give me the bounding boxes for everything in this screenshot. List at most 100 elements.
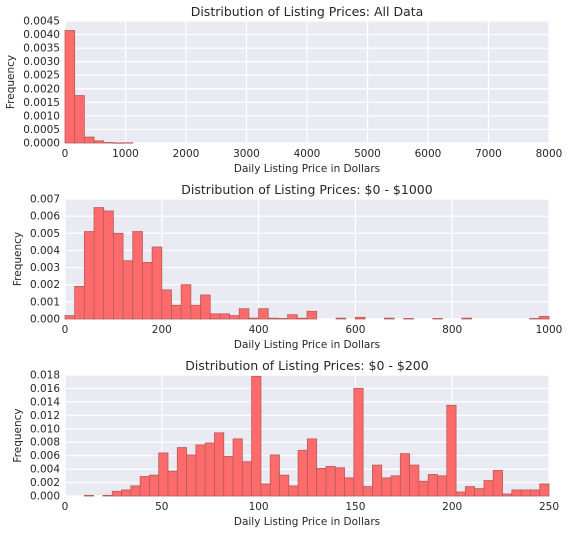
- histogram-bar: [103, 142, 114, 144]
- histogram-bar: [241, 461, 253, 497]
- histogram-bar: [344, 477, 355, 497]
- y-tick-label: 0.0015: [23, 97, 60, 109]
- histogram-bar: [297, 449, 308, 497]
- x-tick-label: 200: [442, 501, 462, 513]
- histogram-bar: [171, 304, 182, 320]
- y-tick-label: 0.007: [30, 194, 60, 206]
- histogram-bar: [316, 468, 327, 497]
- histogram-bar: [121, 489, 132, 497]
- x-tick-label: 6000: [415, 148, 442, 160]
- histogram-bar: [483, 480, 494, 497]
- histogram-bar: [167, 470, 178, 497]
- histogram-bar: [334, 467, 345, 497]
- x-tick-label: 1000: [536, 324, 563, 336]
- y-tick-label: 0.0030: [23, 56, 60, 68]
- histogram-bar: [288, 485, 299, 497]
- y-tick-label: 0.008: [30, 437, 60, 449]
- histogram-bar: [461, 317, 472, 320]
- chart-title: Distribution of Listing Prices: $0 - $20…: [185, 358, 428, 373]
- histogram-bar: [418, 480, 429, 497]
- histogram-bar: [93, 140, 105, 144]
- histogram-bar: [248, 317, 259, 320]
- histogram-bar: [502, 493, 513, 497]
- y-tick-label: 0.004: [30, 464, 60, 476]
- chart-panel-2: 0 200 400 600 800 1000 0.000 0.001 0.002 0.003 0.0…: [12, 182, 562, 351]
- histogram-bar: [362, 486, 373, 497]
- histogram-bar: [446, 404, 457, 497]
- x-axis-label: Daily Listing Price in Dollars: [234, 516, 380, 528]
- histogram-bar: [64, 30, 76, 144]
- x-tick-label: 5000: [354, 148, 381, 160]
- histogram-bar: [64, 315, 76, 320]
- histogram-bar: [251, 375, 262, 497]
- y-tick-label: 0.0000: [23, 138, 60, 150]
- chart-title: Distribution of Listing Prices: $0 - $10…: [181, 182, 432, 197]
- y-tick-label: 0.004: [30, 245, 60, 257]
- x-tick-label: 8000: [536, 148, 563, 160]
- histogram-bar: [353, 388, 364, 497]
- histogram-bar: [530, 489, 541, 497]
- histogram-bar: [219, 313, 230, 320]
- histogram-bar: [149, 474, 160, 497]
- histogram-bar: [455, 491, 466, 497]
- x-tick-label: 3000: [233, 148, 260, 160]
- histogram-bar: [335, 317, 347, 320]
- histogram-bar: [279, 474, 290, 497]
- histogram-bar: [325, 466, 336, 497]
- histogram-bar: [223, 455, 234, 497]
- y-tick-label: 0.0040: [23, 29, 60, 41]
- histogram-bar: [492, 470, 503, 497]
- histogram-bar: [93, 207, 105, 320]
- histogram-bar: [384, 317, 395, 320]
- histogram-bar: [372, 464, 383, 497]
- histogram-bar: [269, 454, 280, 497]
- histogram-bar: [464, 486, 476, 497]
- y-tick-label: 0.003: [30, 262, 60, 274]
- histogram-bar: [529, 318, 540, 320]
- histogram-bar: [538, 316, 550, 320]
- x-tick-label: 250: [539, 501, 559, 513]
- x-axis-label: Daily Listing Price in Dollars: [234, 163, 380, 175]
- histogram-bar: [142, 262, 153, 320]
- histogram-bar: [113, 232, 124, 320]
- histogram-bar: [296, 317, 308, 320]
- x-tick-label: 400: [249, 324, 269, 336]
- y-tick-label: 0.002: [30, 477, 60, 489]
- x-tick-label: 4000: [294, 148, 321, 160]
- y-tick-label: 0.006: [30, 450, 60, 462]
- histogram-bar: [158, 452, 169, 497]
- y-axis-label: Frequency: [12, 408, 24, 462]
- histogram-bar: [200, 294, 211, 320]
- y-tick-label: 0.000: [30, 491, 60, 503]
- histogram-bar: [232, 438, 243, 497]
- histogram-bar: [195, 444, 206, 497]
- histogram-bar: [83, 494, 95, 497]
- x-tick-label: 800: [442, 324, 462, 336]
- histogram-bar: [511, 489, 522, 497]
- histogram-bar: [306, 310, 318, 320]
- x-tick-label: 2000: [173, 148, 200, 160]
- histogram-bar: [132, 231, 143, 320]
- histogram-bar: [122, 260, 134, 320]
- histogram-bar: [427, 474, 438, 497]
- y-tick-label: 0.0045: [23, 16, 60, 28]
- y-tick-label: 0.018: [30, 370, 60, 382]
- histogram-bar: [258, 308, 269, 320]
- histogram-bar: [214, 432, 225, 497]
- histogram-bar: [204, 442, 215, 497]
- histogram-bar: [111, 490, 122, 497]
- y-tick-label: 0.012: [30, 410, 60, 422]
- x-tick-label: 600: [345, 324, 365, 336]
- y-tick-label: 0.010: [30, 423, 60, 435]
- y-tick-label: 0.001: [30, 296, 60, 308]
- x-tick-label: 0: [62, 501, 69, 513]
- histogram-bar: [437, 475, 448, 497]
- y-tick-label: 0.016: [30, 383, 60, 395]
- histogram-bar: [474, 488, 485, 497]
- histogram-bar: [74, 286, 85, 320]
- histogram-bar: [520, 489, 531, 497]
- histogram-bar: [287, 314, 298, 320]
- histogram-bar: [103, 210, 114, 320]
- histogram-bar: [403, 318, 414, 320]
